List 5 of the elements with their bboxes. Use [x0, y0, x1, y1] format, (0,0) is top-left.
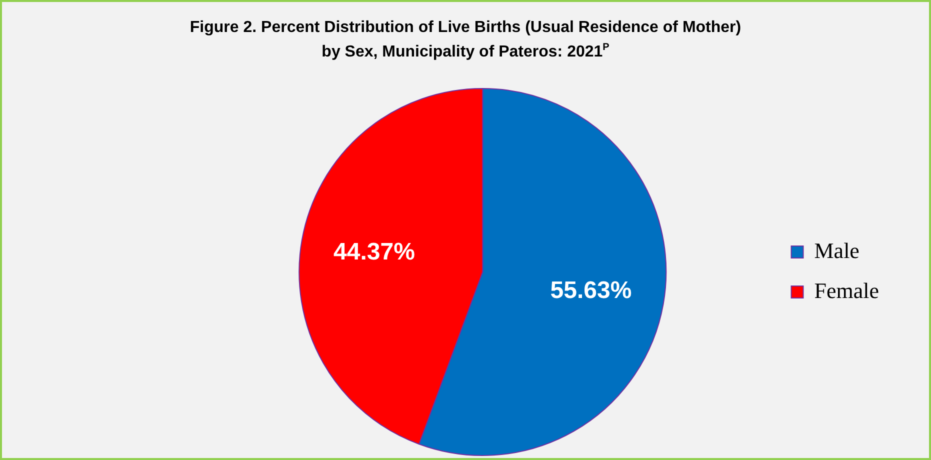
data-label: 44.37% [334, 238, 415, 266]
legend-label: Female [814, 278, 880, 303]
data-label: 55.63% [550, 276, 632, 304]
legend-label: Male [814, 238, 860, 263]
chart-title: Figure 2. Percent Distribution of Live Births (Usual Residence of Mother) by Sex, Municipality of Pateros: 2021$^{P}$ [188, 18, 742, 62]
